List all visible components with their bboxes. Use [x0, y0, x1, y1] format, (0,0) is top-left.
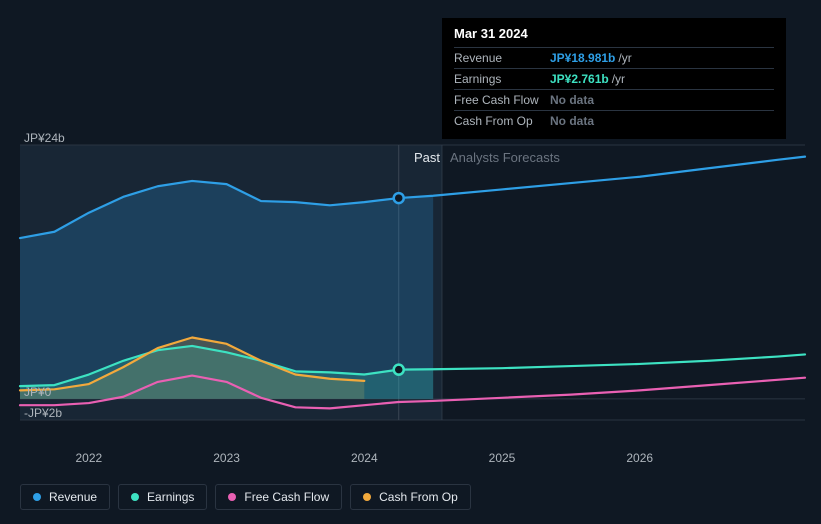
tooltip-value: No data	[550, 114, 594, 128]
tooltip-value: JP¥18.981b	[550, 51, 615, 65]
x-axis-label: 2022	[76, 451, 103, 465]
legend-dot	[33, 493, 41, 501]
legend-item-revenue[interactable]: Revenue	[20, 484, 110, 510]
legend-label: Earnings	[147, 490, 194, 504]
tooltip-row: Free Cash FlowNo data	[454, 89, 774, 110]
legend-label: Free Cash Flow	[244, 490, 329, 504]
y-axis-label: -JP¥2b	[24, 406, 62, 420]
tooltip-row: Cash From OpNo data	[454, 110, 774, 131]
tooltip-title: Mar 31 2024	[454, 26, 774, 47]
tooltip-label: Free Cash Flow	[454, 93, 550, 107]
legend-dot	[131, 493, 139, 501]
x-axis-label: 2025	[489, 451, 516, 465]
legend-item-earnings[interactable]: Earnings	[118, 484, 207, 510]
tooltip-unit: /yr	[612, 72, 625, 86]
x-axis-label: 2023	[213, 451, 240, 465]
legend-item-cash-from-op[interactable]: Cash From Op	[350, 484, 471, 510]
chart-tooltip: Mar 31 2024 RevenueJP¥18.981b /yrEarning…	[442, 18, 786, 139]
past-label: Past	[414, 150, 440, 165]
x-axis-label: 2026	[626, 451, 653, 465]
tooltip-row: EarningsJP¥2.761b /yr	[454, 68, 774, 89]
tooltip-value: No data	[550, 93, 594, 107]
tooltip-label: Revenue	[454, 51, 550, 65]
y-axis-label: JP¥0	[24, 385, 51, 399]
legend-label: Revenue	[49, 490, 97, 504]
legend-item-free-cash-flow[interactable]: Free Cash Flow	[215, 484, 342, 510]
legend-dot	[363, 493, 371, 501]
tooltip-value: JP¥2.761b	[550, 72, 609, 86]
y-axis-label: JP¥24b	[24, 131, 65, 145]
tooltip-row: RevenueJP¥18.981b /yr	[454, 47, 774, 68]
tooltip-rows: RevenueJP¥18.981b /yrEarningsJP¥2.761b /…	[454, 47, 774, 131]
legend-label: Cash From Op	[379, 490, 458, 504]
x-axis-label: 2024	[351, 451, 378, 465]
tooltip-label: Cash From Op	[454, 114, 550, 128]
tooltip-unit: /yr	[618, 51, 631, 65]
legend-dot	[228, 493, 236, 501]
tooltip-label: Earnings	[454, 72, 550, 86]
forecast-label: Analysts Forecasts	[450, 150, 560, 165]
chart-legend: Revenue Earnings Free Cash Flow Cash From O…	[20, 484, 471, 510]
